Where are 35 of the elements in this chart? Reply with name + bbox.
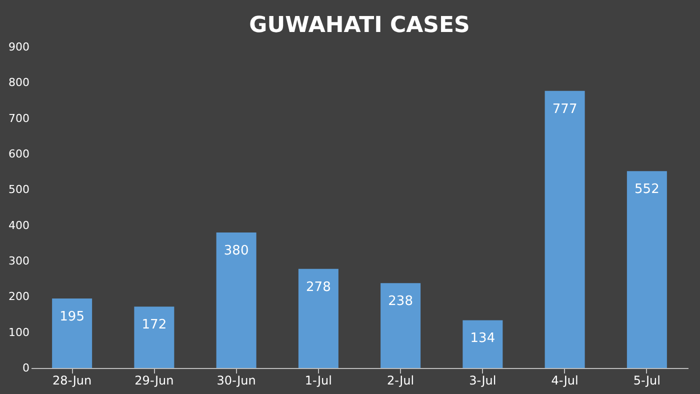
bar [462, 320, 503, 368]
bar [298, 268, 338, 368]
x-tick-label: 4-Jul [551, 374, 578, 388]
data-label: 552 [634, 182, 660, 198]
y-tick-label: 700 [8, 112, 30, 125]
x-tick-label: 2-Jul [387, 374, 414, 388]
bar [52, 298, 92, 368]
y-tick-label: 600 [8, 148, 30, 160]
x-tick-label: 5-Jul [633, 374, 660, 388]
data-label: 134 [470, 331, 496, 346]
y-tick-label: 800 [8, 76, 30, 90]
y-tick-label: 100 [8, 326, 30, 339]
y-tick-label: 0 [22, 362, 30, 374]
bar [544, 90, 585, 368]
bar [216, 232, 256, 368]
data-label: 195 [60, 309, 84, 324]
x-tick-label: 1-Jul [304, 374, 332, 388]
x-tick-label: 28-Jun [52, 374, 92, 388]
data-label: 380 [224, 243, 249, 258]
y-tick-label: 200 [8, 290, 30, 304]
data-label: 777 [552, 102, 578, 117]
bar [380, 283, 421, 368]
y-tick-label: 500 [8, 183, 30, 196]
data-label: 278 [306, 280, 331, 295]
y-tick-label: 900 [8, 40, 30, 54]
y-tick-label: 300 [8, 254, 30, 268]
bar [626, 171, 667, 368]
data-label: 172 [142, 318, 167, 333]
y-tick-label: 400 [8, 218, 30, 232]
x-tick-label: 29-Jun [134, 374, 174, 388]
data-label: 238 [388, 294, 413, 310]
x-tick-label: 3-Jul [469, 374, 496, 388]
bar [134, 306, 174, 368]
chart-title: GUWAHATI CASES [249, 13, 470, 38]
x-tick-label: 30-Jun [216, 374, 256, 388]
